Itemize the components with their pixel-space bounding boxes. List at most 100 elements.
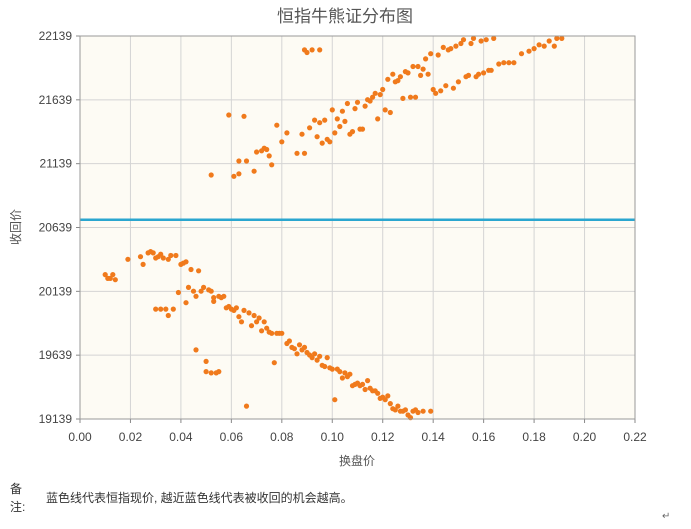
data-point: [390, 71, 396, 77]
data-point: [476, 71, 482, 77]
y-axis-label: 收回价: [9, 209, 23, 245]
data-point: [168, 252, 174, 259]
data-point: [190, 288, 197, 294]
data-point: [349, 129, 356, 135]
x-tick-label: 0.12: [371, 430, 395, 444]
data-point: [526, 48, 532, 54]
data-point: [216, 369, 222, 375]
data-point: [251, 168, 257, 174]
data-point: [506, 60, 512, 66]
data-point: [478, 38, 484, 44]
x-tick-labels: 0.00 0.02 0.04 0.06 0.08 0.10 0.12 0.14 0.16 0.18…: [68, 430, 647, 444]
data-point: [211, 298, 217, 304]
data-point: [402, 407, 408, 413]
data-point: [163, 306, 169, 312]
data-point: [175, 289, 181, 296]
data-point: [554, 35, 560, 42]
data-point: [304, 49, 310, 56]
data-point: [294, 351, 300, 357]
data-point: [254, 149, 260, 155]
data-point: [269, 330, 275, 336]
data-point: [551, 43, 557, 49]
data-point: [344, 100, 350, 107]
data-point: [312, 117, 318, 123]
data-point: [317, 353, 323, 359]
data-point: [541, 43, 547, 49]
data-point: [284, 130, 290, 136]
note-label: 备 注:: [10, 480, 25, 516]
data-point: [196, 268, 202, 274]
data-point: [307, 125, 313, 131]
data-point: [309, 355, 315, 361]
data-point: [236, 158, 242, 164]
data-point: [412, 94, 419, 100]
data-points: [102, 35, 565, 421]
data-point: [397, 74, 403, 80]
data-point: [395, 403, 401, 409]
y-tick-label: 19639: [39, 348, 73, 362]
data-point: [314, 357, 320, 363]
data-point: [102, 272, 108, 278]
data-point: [425, 71, 431, 77]
data-point: [375, 116, 381, 122]
data-point: [395, 78, 401, 84]
data-point: [385, 393, 391, 399]
x-tick-label: 0.22: [623, 430, 647, 444]
data-point: [193, 347, 199, 353]
data-point: [392, 407, 398, 413]
data-point: [266, 153, 272, 159]
data-point: [382, 107, 388, 113]
data-point: [150, 250, 156, 256]
x-tick-label: 0.16: [472, 430, 496, 444]
data-point: [312, 351, 318, 357]
grid-lines: [76, 35, 636, 423]
data-point: [193, 293, 199, 299]
data-point: [385, 76, 391, 82]
data-point: [339, 108, 345, 114]
data-point: [183, 259, 189, 265]
data-point: [319, 140, 325, 146]
data-point: [329, 107, 335, 113]
data-point: [107, 275, 113, 281]
data-point: [460, 37, 467, 43]
data-point: [261, 319, 267, 325]
data-point: [339, 375, 345, 381]
data-point: [248, 323, 255, 329]
x-tick-label: 0.10: [321, 430, 345, 444]
data-point: [433, 90, 439, 96]
note-label-line1: 备: [10, 482, 23, 496]
data-point: [483, 37, 489, 43]
data-point: [317, 47, 323, 53]
data-point: [324, 355, 330, 361]
data-point: [448, 46, 454, 52]
data-point: [382, 397, 388, 403]
data-point: [158, 251, 164, 257]
data-point: [264, 325, 270, 331]
data-point: [362, 386, 368, 393]
data-point: [337, 123, 343, 130]
data-point: [208, 288, 214, 294]
data-point: [279, 139, 285, 145]
data-point: [236, 314, 242, 320]
data-point: [309, 47, 315, 53]
y-tick-labels: 19139 19639 20139 20639 21139 21639 22139: [39, 29, 73, 426]
x-tick-label: 0.06: [220, 430, 244, 444]
data-point: [314, 134, 320, 140]
data-point: [531, 46, 537, 52]
data-point: [380, 86, 386, 93]
data-point: [226, 112, 232, 118]
data-point: [365, 378, 371, 384]
data-point: [153, 306, 159, 312]
data-point: [203, 369, 209, 375]
note-text: 蓝色线代表恒指现价, 越近蓝色线代表被收回的机会越高。: [46, 491, 353, 505]
data-point: [256, 315, 262, 321]
data-point: [559, 35, 565, 42]
data-point: [375, 390, 381, 396]
data-point: [110, 272, 116, 278]
data-point: [296, 342, 303, 348]
x-tick-label: 0.02: [119, 430, 143, 444]
x-tick-label: 0.00: [68, 430, 92, 444]
data-point: [501, 60, 507, 66]
data-point: [450, 85, 456, 91]
data-point: [332, 397, 338, 403]
